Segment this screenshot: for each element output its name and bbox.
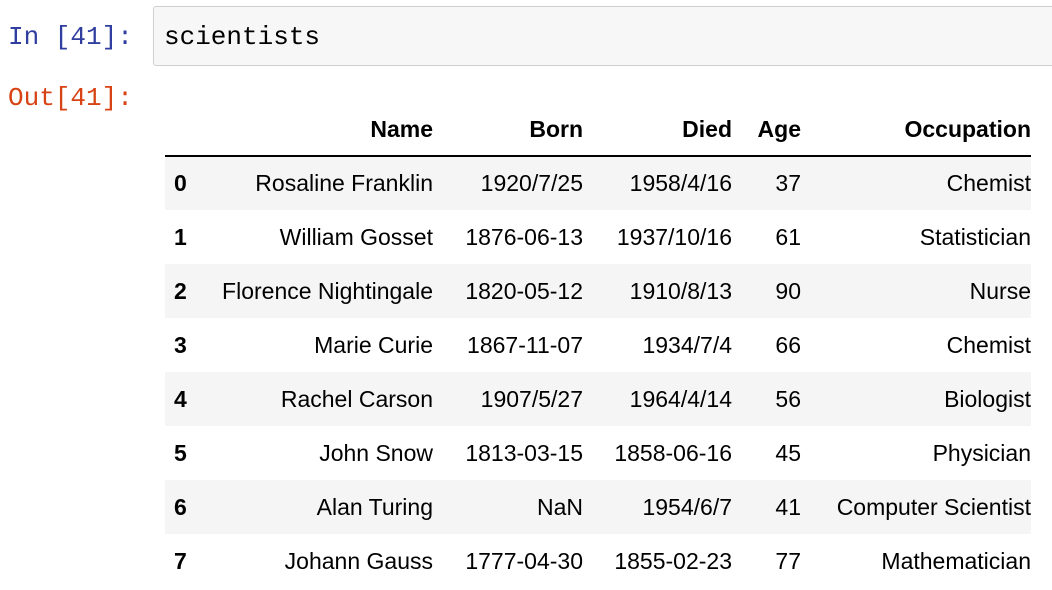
cell-born: 1920/7/25 — [480, 170, 583, 196]
cell-name: Johann Gauss — [284, 547, 433, 574]
cell-occupation: Statistician — [919, 223, 1031, 250]
cell-died: 1958/4/16 — [629, 170, 732, 196]
cell-died: 1937/10/16 — [616, 223, 732, 250]
cell-age: 61 — [775, 223, 801, 250]
column-header-died: Died — [583, 104, 732, 157]
row-index: 2 — [174, 277, 187, 304]
cell-age: 41 — [775, 493, 801, 520]
row-index: 1 — [174, 223, 187, 250]
table-row: 1 William Gosset 1876-06-13 1937/10/16 6… — [165, 210, 1031, 264]
table-row: 7 Johann Gauss 1777-04-30 1855-02-23 77 … — [165, 534, 1031, 588]
cell-born: 1876-06-13 — [465, 223, 583, 250]
cell-died: 1954/6/7 — [642, 493, 732, 520]
cell-born: NaN — [536, 493, 583, 520]
cell-born: 1777-04-30 — [465, 547, 583, 574]
table-row: 0 Rosaline Franklin 1920/7/25 1958/4/16 … — [165, 156, 1031, 210]
cell-name: John Snow — [319, 439, 433, 466]
cell-born: 1820-05-12 — [465, 277, 583, 304]
row-index: 5 — [174, 439, 187, 466]
cell-name: Marie Curie — [314, 331, 433, 358]
cell-died: 1858-06-16 — [614, 439, 732, 466]
table-row: 3 Marie Curie 1867-11-07 1934/7/4 66 Che… — [165, 318, 1031, 372]
cell-name: William Gosset — [279, 223, 433, 250]
code-input-cell[interactable]: scientists — [153, 6, 1052, 66]
cell-name: Florence Nightingale — [222, 277, 433, 304]
cell-age: 37 — [775, 170, 801, 196]
cell-born: 1867-11-07 — [467, 331, 583, 358]
cell-occupation: Biologist — [944, 385, 1031, 412]
cell-died: 1934/7/4 — [642, 331, 732, 358]
output-prompt: Out[41]: — [8, 83, 133, 113]
cell-occupation: Physician — [932, 439, 1031, 466]
cell-age: 66 — [775, 331, 801, 358]
cell-occupation: Mathematician — [881, 547, 1031, 574]
cell-age: 90 — [775, 277, 801, 304]
table-row: 4 Rachel Carson 1907/5/27 1964/4/14 56 B… — [165, 372, 1031, 426]
cell-name: Alan Turing — [316, 493, 433, 520]
table-row: 6 Alan Turing NaN 1954/6/7 41 Computer S… — [165, 480, 1031, 534]
code-text[interactable]: scientists — [164, 22, 321, 52]
cell-died: 1910/8/13 — [629, 277, 732, 304]
dataframe-table: Name Born Died Age Occupation 0 Rosaline… — [165, 104, 1031, 588]
cell-age: 77 — [775, 547, 801, 574]
cell-died: 1964/4/14 — [629, 385, 732, 412]
table-header-row: Name Born Died Age Occupation — [165, 104, 1031, 157]
table-row: 2 Florence Nightingale 1820-05-12 1910/8… — [165, 264, 1031, 318]
cell-occupation: Chemist — [946, 331, 1031, 358]
cell-occupation: Computer Scientist — [836, 493, 1031, 520]
column-header-born: Born — [433, 104, 583, 157]
cell-name: Rosaline Franklin — [255, 170, 433, 196]
cell-occupation: Nurse — [969, 277, 1031, 304]
column-header-index — [165, 104, 205, 157]
row-index: 4 — [174, 385, 187, 412]
input-prompt: In [41]: — [8, 22, 133, 52]
cell-occupation: Chemist — [946, 170, 1031, 196]
column-header-name: Name — [205, 104, 433, 157]
cell-born: 1813-03-15 — [465, 439, 583, 466]
cell-name: Rachel Carson — [280, 385, 433, 412]
cell-born: 1907/5/27 — [480, 385, 583, 412]
cell-died: 1855-02-23 — [614, 547, 732, 574]
cell-age: 56 — [775, 385, 801, 412]
row-index: 3 — [174, 331, 187, 358]
column-header-age: Age — [732, 104, 801, 157]
row-index: 0 — [174, 170, 187, 196]
table-row: 5 John Snow 1813-03-15 1858-06-16 45 Phy… — [165, 426, 1031, 480]
row-index: 6 — [174, 493, 187, 520]
column-header-occupation: Occupation — [801, 104, 1031, 157]
row-index: 7 — [174, 547, 187, 574]
cell-age: 45 — [775, 439, 801, 466]
